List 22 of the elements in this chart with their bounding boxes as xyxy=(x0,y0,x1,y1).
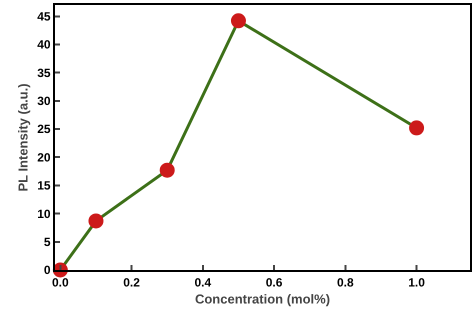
y-tick-label: 40 xyxy=(37,38,51,52)
x-tick-label: 0.8 xyxy=(336,275,354,290)
y-tick-label: 20 xyxy=(37,150,51,164)
y-tick-label: 25 xyxy=(37,122,51,136)
point xyxy=(230,13,246,28)
x-tick-label: 0.6 xyxy=(266,275,283,290)
x-tick-label: 0.2 xyxy=(123,275,140,290)
x-tick-label: 1.0 xyxy=(408,275,426,290)
point xyxy=(88,213,104,228)
y-tick-label: 30 xyxy=(37,94,51,108)
x-tick-label: 0.4 xyxy=(194,275,212,290)
point xyxy=(409,120,424,136)
y-tick-label: 15 xyxy=(37,178,51,193)
x-axis-title: Concentration (mol%) xyxy=(194,292,330,306)
x-tick-label: 0.0 xyxy=(52,275,70,290)
y-tick-label: 45 xyxy=(37,9,51,24)
y-tick-label: 10 xyxy=(37,206,51,221)
y-tick-label: 5 xyxy=(44,235,51,250)
y-tick-label: 0 xyxy=(44,263,51,278)
point xyxy=(160,162,175,178)
y-axis-title: PL Intensity (a.u.) xyxy=(16,83,31,192)
y-tick-label: 35 xyxy=(37,66,51,80)
